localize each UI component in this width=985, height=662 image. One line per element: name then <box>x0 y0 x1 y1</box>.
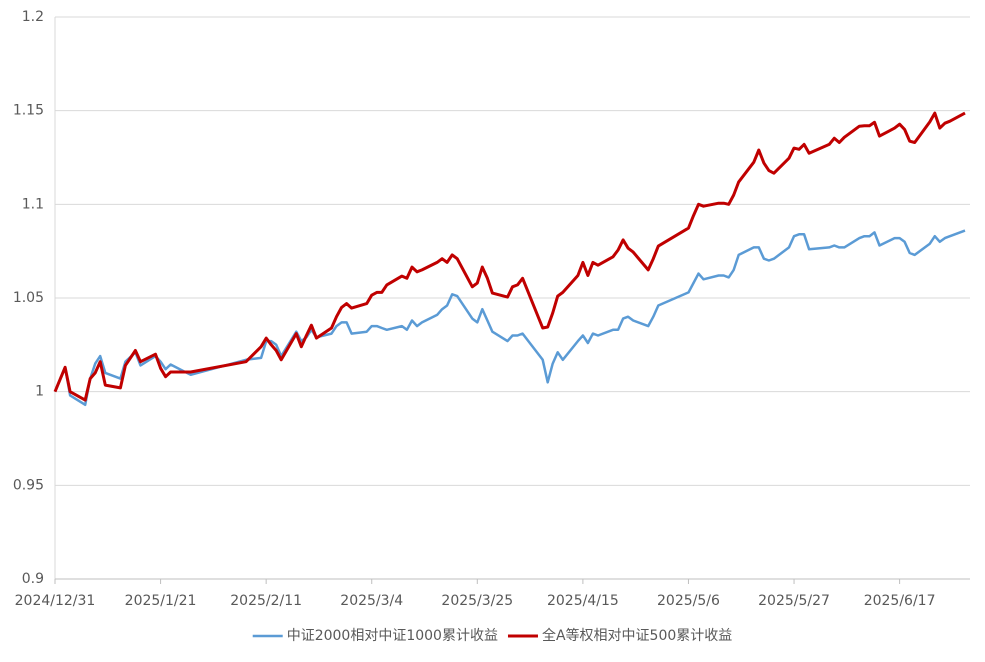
x-tick-label: 2025/6/17 <box>864 593 936 609</box>
x-tick-label: 2025/3/25 <box>441 593 513 609</box>
legend-label: 全A等权相对中证500累计收益 <box>542 627 732 644</box>
y-tick-label: 1 <box>35 384 44 400</box>
x-tick-label: 2024/12/31 <box>15 593 96 609</box>
y-tick-label: 0.95 <box>13 477 44 493</box>
y-tick-label: 1.2 <box>22 9 44 25</box>
series-line <box>53 229 966 407</box>
x-tick-label: 2025/5/27 <box>758 593 830 609</box>
x-tick-label: 2025/1/21 <box>125 593 197 609</box>
legend-label: 中证2000相对中证1000累计收益 <box>287 628 498 644</box>
y-tick-label: 1.15 <box>13 103 44 119</box>
x-tick-label: 2025/2/11 <box>230 593 302 609</box>
y-tick-label: 1.05 <box>13 290 44 306</box>
x-tick-label: 2025/4/15 <box>547 593 619 609</box>
y-tick-label: 0.9 <box>22 571 44 587</box>
x-tick-label: 2025/3/4 <box>340 593 403 609</box>
y-tick-label: 1.1 <box>22 196 44 212</box>
series-line <box>53 111 966 402</box>
x-tick-label: 2025/5/6 <box>657 593 720 609</box>
